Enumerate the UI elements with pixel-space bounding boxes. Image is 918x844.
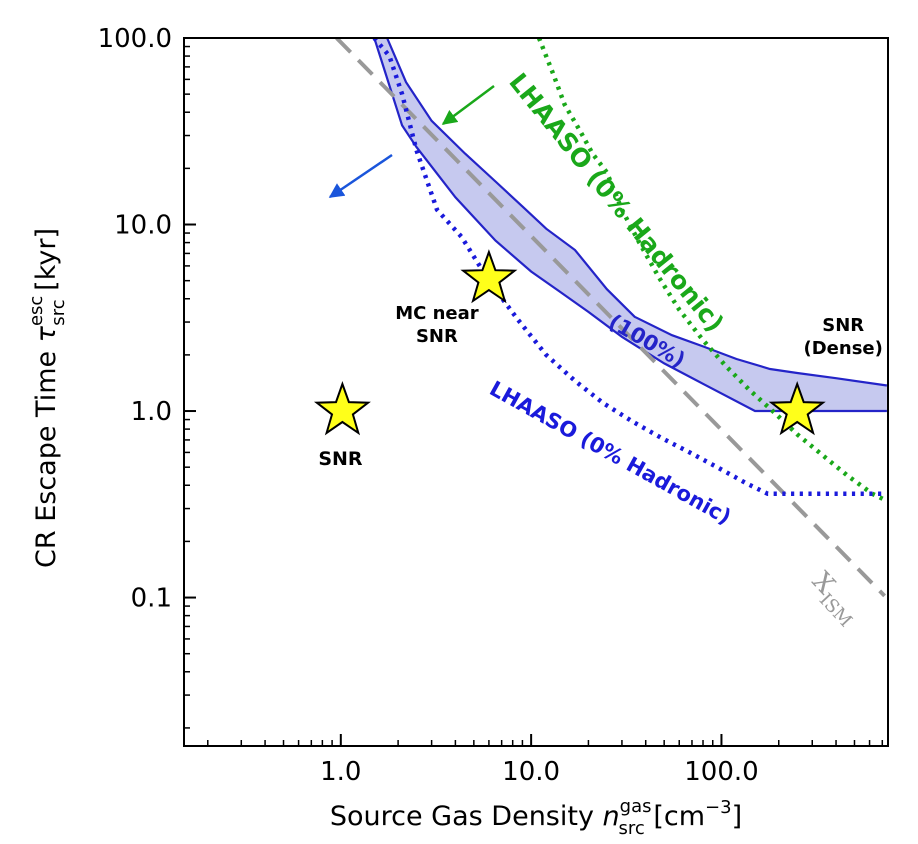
star-label: SNR — [416, 326, 458, 347]
y-tick-label: 1.0 — [131, 397, 172, 427]
annotation-x-ism: XISM — [802, 566, 866, 631]
icecube-arrow — [441, 84, 495, 126]
x-ism-dashed-line — [335, 38, 887, 598]
plot-frame — [183, 37, 889, 747]
x-tick-label: 10.0 — [502, 757, 560, 787]
lhaaso-arrow — [328, 153, 393, 199]
y-tick-label: 10.0 — [114, 211, 172, 241]
y-axis-label: CR Escape Time τescsrc [kyr] — [26, 228, 69, 568]
y-tick-label: 100.0 — [98, 24, 172, 54]
annotation-icecube: LHAASO (0% Hadronic) — [503, 68, 729, 338]
star-label: SNR — [318, 448, 363, 470]
star-marker — [313, 381, 371, 436]
star-label: (Dense) — [804, 338, 883, 359]
star-label: MC near — [395, 303, 479, 324]
band-100pct-upper-line — [386, 38, 888, 387]
x-tick-label: 100.0 — [684, 757, 758, 787]
icecube-dotted-line — [536, 38, 888, 503]
star-marker — [460, 249, 518, 304]
x-tick-label: 1.0 — [320, 757, 361, 787]
y-tick-label: 0.1 — [131, 584, 172, 614]
x-axis-label: Source Gas Density ngas src [cm−3] — [330, 796, 742, 839]
star-marker — [768, 381, 826, 436]
star-label: SNR — [822, 315, 864, 336]
annotation-lhaaso: LHAASO (0% Hadronic) — [486, 376, 736, 529]
